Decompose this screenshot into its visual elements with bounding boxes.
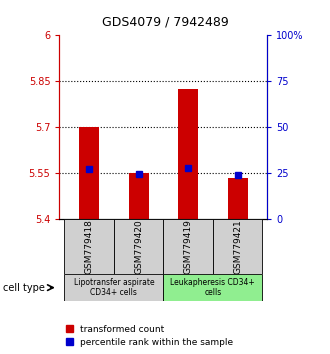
Bar: [79, 127, 99, 219]
Bar: [213, 219, 262, 274]
Text: GSM779419: GSM779419: [183, 219, 193, 274]
Bar: [163, 219, 213, 274]
Text: Leukapheresis CD34+
cells: Leukapheresis CD34+ cells: [171, 278, 255, 297]
Bar: [228, 178, 248, 219]
Legend: transformed count, percentile rank within the sample: transformed count, percentile rank withi…: [64, 323, 235, 348]
Text: GSM779418: GSM779418: [84, 219, 94, 274]
Bar: [114, 219, 163, 274]
Text: cell type: cell type: [3, 282, 45, 293]
Bar: [178, 89, 198, 219]
Bar: [129, 173, 149, 219]
Bar: [64, 274, 163, 301]
Text: GSM779420: GSM779420: [134, 219, 143, 274]
Text: Lipotransfer aspirate
CD34+ cells: Lipotransfer aspirate CD34+ cells: [74, 278, 154, 297]
Bar: [64, 219, 114, 274]
Text: GDS4079 / 7942489: GDS4079 / 7942489: [102, 16, 228, 29]
Text: GSM779421: GSM779421: [233, 219, 242, 274]
Bar: [163, 274, 262, 301]
